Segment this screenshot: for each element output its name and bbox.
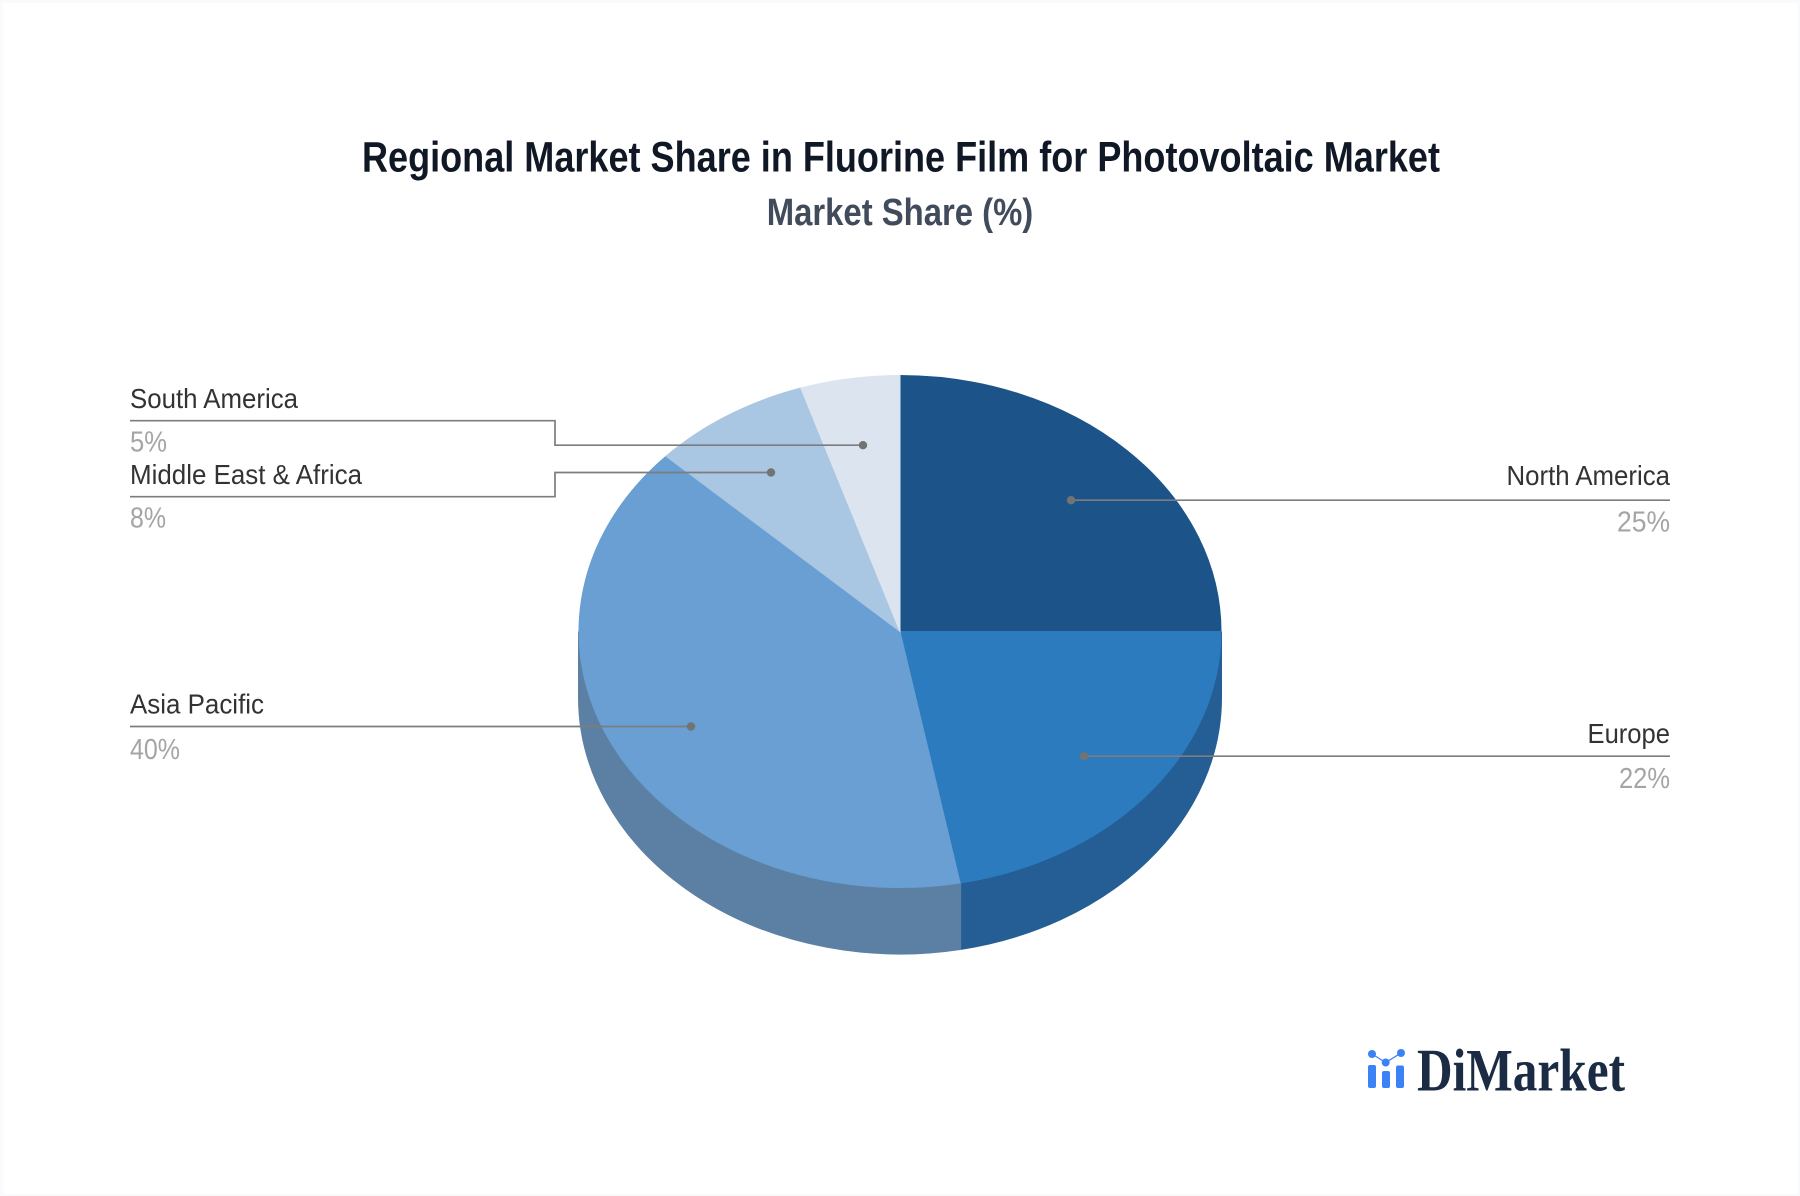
svg-text:25%: 25% [1617,506,1670,538]
svg-text:South America: South America [130,383,299,414]
svg-text:Regional Market Share in Fluor: Regional Market Share in Fluorine Film f… [362,134,1440,182]
svg-text:Europe: Europe [1588,718,1671,749]
svg-text:5%: 5% [130,426,167,458]
svg-text:North America: North America [1507,460,1671,491]
svg-text:DiMarket: DiMarket [1417,1038,1625,1104]
svg-text:Middle East & Africa: Middle East & Africa [130,459,363,490]
svg-text:40%: 40% [130,734,180,766]
svg-text:22%: 22% [1619,763,1670,795]
svg-text:8%: 8% [130,502,166,534]
svg-text:Asia Pacific: Asia Pacific [130,688,264,719]
svg-text:Market Share (%): Market Share (%) [767,192,1034,234]
